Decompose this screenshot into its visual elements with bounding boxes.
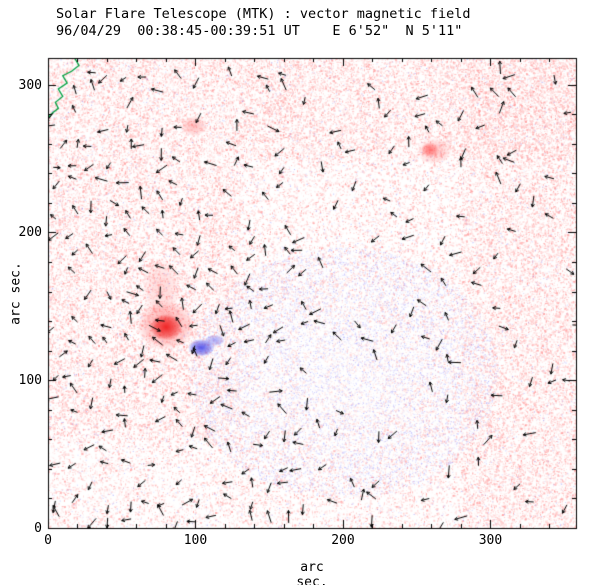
figure-subtitle: 96/04/29 00:38:45-00:39:51 UT E 6'52" N … bbox=[56, 23, 463, 39]
y-tick-label: 200 bbox=[18, 225, 42, 241]
x-axis-label: arc sec. bbox=[296, 560, 328, 585]
y-tick-label: 300 bbox=[18, 77, 42, 93]
x-tick-label: 200 bbox=[331, 533, 355, 548]
x-tick-label: 100 bbox=[183, 533, 208, 548]
y-tick-label: 100 bbox=[18, 373, 42, 389]
x-tick-label: 0 bbox=[44, 533, 52, 548]
y-axis-label: arc sec. bbox=[8, 262, 24, 325]
x-tick-label: 300 bbox=[478, 533, 503, 548]
figure-title: Solar Flare Telescope (MTK) : vector mag… bbox=[56, 6, 471, 22]
y-tick-label: 0 bbox=[34, 521, 42, 536]
